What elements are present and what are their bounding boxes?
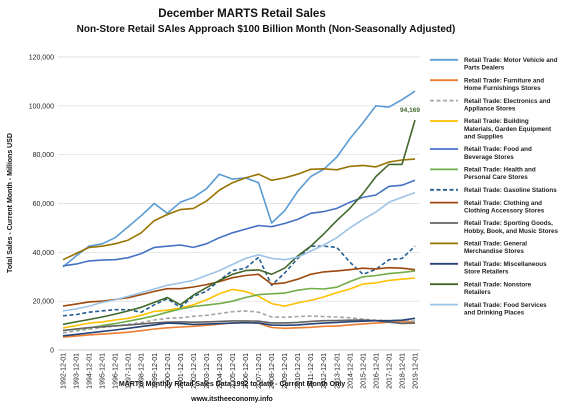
legend-label: Retail Trade: Nonstore Retailers	[464, 281, 532, 296]
legend-label: Retail Trade: Food and Beverage Stores	[464, 146, 532, 161]
x-tick-label: 2007-12-01	[256, 353, 263, 389]
y-tick-label: 20,000	[33, 299, 55, 306]
x-tick-label: 1997-12-01	[126, 353, 133, 389]
x-tick-label: 2004-12-01	[217, 353, 224, 389]
legend-label: Retail Trade: Motor Vehicle and Parts Dea…	[464, 57, 558, 72]
x-tick-labels: 1992-12-01 1993-12-01 1994-12-01 1995-12-01…	[61, 353, 420, 389]
source-label: www.itstheeconomy.info	[190, 396, 273, 403]
gridlines	[58, 56, 420, 351]
x-tick-label: 2002-12-01	[191, 353, 198, 389]
x-tick-label: 2016-12-01	[373, 353, 380, 389]
x-tick-label: 2009-12-01	[282, 353, 289, 389]
x-tick-label: 2013-12-01	[334, 353, 341, 389]
x-tick-label: 2017-12-01	[386, 353, 393, 389]
x-tick-label: 1993-12-01	[74, 353, 81, 389]
x-tick-label: 2006-12-01	[243, 353, 250, 389]
legend-label: Retail Trade: Electronics and Appliance S…	[464, 98, 551, 113]
y-tick-label: 100,000	[29, 103, 54, 110]
legend-label: Retail Trade: Building Materials, Garden …	[464, 118, 552, 140]
series-line	[62, 245, 416, 317]
series-lines	[62, 90, 416, 338]
series-line	[62, 90, 416, 268]
x-tick-label: 2018-12-01	[399, 353, 406, 389]
y-tick-label: 80,000	[33, 152, 55, 159]
chart-subtitle: Non-Store Retail SAles Approach $100 Bil…	[77, 24, 456, 35]
x-tick-label: 1992-12-01	[61, 353, 68, 389]
y-tick-label: 120,000	[29, 55, 54, 62]
legend-label: Retail Trade: Health and Personal Care St…	[464, 167, 536, 182]
y-axis-label: Total Sales - Current Month - Millions U…	[7, 133, 14, 273]
series-line	[62, 319, 416, 332]
series-line	[62, 277, 416, 329]
series-line	[62, 270, 416, 332]
series-line	[62, 317, 416, 337]
x-tick-label: 1996-12-01	[113, 353, 120, 389]
legend-label: Retail Trade: Gasoline Stations	[464, 187, 557, 194]
series-line	[62, 191, 416, 312]
series-line	[62, 179, 416, 267]
y-tick-label: 40,000	[33, 250, 55, 257]
x-tick-label: 2012-12-01	[321, 353, 328, 389]
legend-label: Retail Trade: Sporting Goods, Hobby, Book…	[464, 220, 558, 235]
legend-label: Retail Trade: General Merchandise Stores	[464, 241, 527, 256]
x-tick-label: 2010-12-01	[295, 353, 302, 389]
x-tick-label: 1999-12-01	[152, 353, 159, 389]
annotation-label: 94,169	[400, 107, 420, 114]
legend-label: Retail Trade: Food Services and Drinking …	[464, 302, 547, 317]
x-tick-label: 1994-12-01	[87, 353, 94, 389]
x-axis-label: MARTS Monthly Retail Sales Data 1992 to …	[119, 381, 345, 388]
x-tick-label: 2008-12-01	[269, 353, 276, 389]
series-line	[62, 119, 416, 326]
x-tick-label: 1998-12-01	[139, 353, 146, 389]
x-tick-label: 2001-12-01	[178, 353, 185, 389]
y-tick-label: 60,000	[33, 201, 55, 208]
x-tick-label: 2000-12-01	[165, 353, 172, 389]
x-tick-label: 1995-12-01	[100, 353, 107, 389]
series-line	[62, 158, 416, 261]
chart-title: December MARTS Retail Sales	[158, 8, 325, 20]
legend: Retail Trade: Motor Vehicle and Parts Dea…	[430, 57, 558, 316]
x-tick-label: 2003-12-01	[204, 353, 211, 389]
x-tick-label: 2011-12-01	[308, 353, 315, 388]
legend-label: Retail Trade: Furniture and Home Furnishi…	[464, 77, 544, 92]
x-tick-label: 2005-12-01	[230, 353, 237, 389]
x-tick-label: 2014-12-01	[347, 353, 354, 389]
y-tick-label: 0	[50, 348, 54, 355]
y-tick-labels: 0 20,000 40,000 60,000 80,000 100,000 120,000	[29, 55, 54, 355]
legend-label: Retail Trade: Miscellaneous Store Retaile…	[464, 261, 547, 276]
legend-label: Retail Trade: Clothing and Clothing Acces…	[464, 200, 545, 215]
x-tick-label: 2019-12-01	[413, 353, 420, 389]
x-tick-label: 2015-12-01	[360, 353, 367, 389]
